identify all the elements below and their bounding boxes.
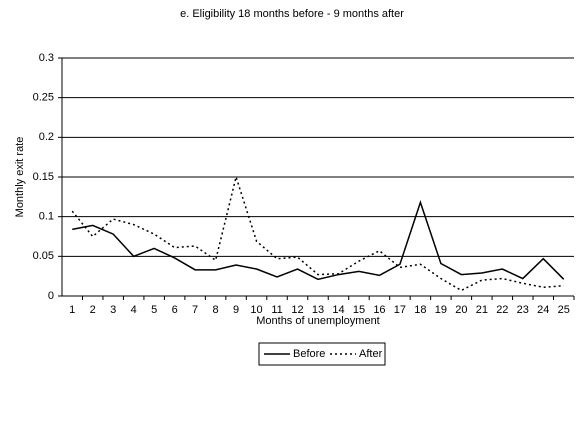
x-tick-label: 16: [373, 304, 385, 316]
x-tick-label: 4: [131, 304, 137, 316]
x-tick-label: 7: [192, 304, 198, 316]
series-line: [71, 174, 564, 292]
x-axis-label: Months of unemployment: [256, 315, 380, 327]
x-tick-label: 2: [90, 304, 96, 316]
x-tick-label: 13: [312, 304, 324, 316]
x-tick-label: 8: [213, 304, 219, 316]
y-tick-label: 0: [48, 290, 54, 302]
x-tick-label: 12: [291, 304, 303, 316]
x-tick-label: 24: [537, 304, 549, 316]
x-tick-label: 25: [558, 304, 570, 316]
y-tick-label: 0.3: [39, 52, 54, 64]
legend-label: Before: [293, 348, 325, 360]
y-tick-label: 0.1: [39, 211, 54, 223]
x-tick-label: 15: [353, 304, 365, 316]
series-line: [72, 200, 565, 281]
x-tick-label: 22: [496, 304, 508, 316]
y-tick-label: 0.25: [33, 92, 54, 104]
x-tick-label: 18: [414, 304, 426, 316]
y-tick-label: 0.05: [33, 250, 54, 262]
x-tick-label: 9: [233, 304, 239, 316]
x-tick-label: 21: [476, 304, 488, 316]
y-tick-label: 0.15: [33, 171, 54, 183]
y-tick-label: 0.2: [39, 131, 54, 143]
x-tick-label: 17: [394, 304, 406, 316]
legend-label: After: [359, 348, 383, 360]
x-tick-label: 23: [517, 304, 529, 316]
x-tick-label: 10: [250, 304, 262, 316]
x-tick-label: 5: [151, 304, 157, 316]
x-tick-label: 3: [110, 304, 116, 316]
x-tick-label: 1: [69, 304, 75, 316]
chart-title: e. Eligibility 18 months before - 9 mont…: [180, 8, 404, 20]
x-tick-label: 20: [455, 304, 467, 316]
legend-box: [258, 342, 386, 366]
x-tick-label: 19: [435, 304, 447, 316]
y-axis-label: Monthly exit rate: [14, 137, 26, 218]
x-tick-label: 6: [172, 304, 178, 316]
x-tick-label: 11: [271, 304, 282, 316]
x-tick-label: 14: [332, 304, 344, 316]
